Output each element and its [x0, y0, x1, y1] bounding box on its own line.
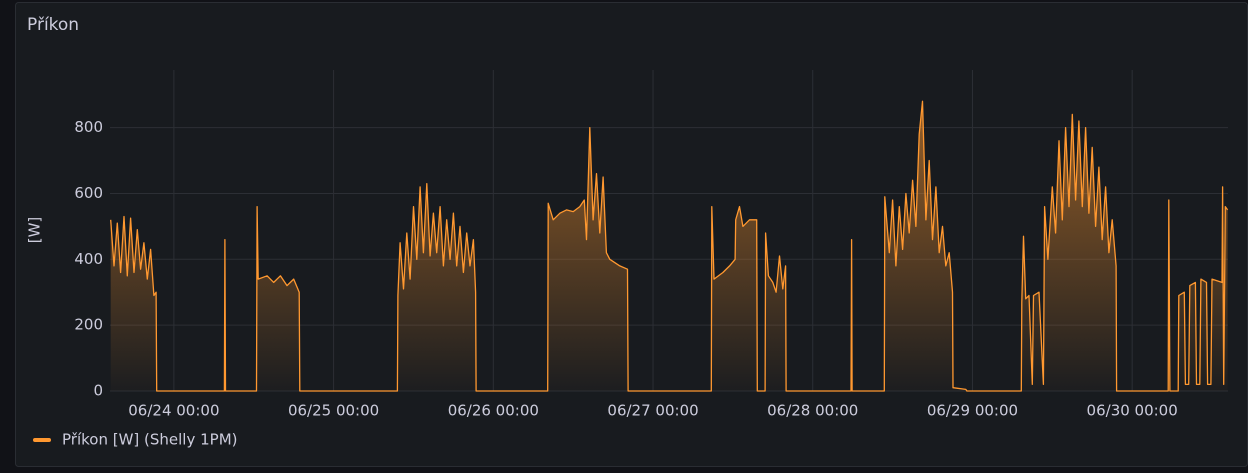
x-tick-label: 06/29 00:00	[927, 402, 1018, 420]
y-axis-label: [W]	[26, 217, 44, 244]
x-tick-label: 06/26 00:00	[448, 402, 539, 420]
x-tick-label: 06/28 00:00	[767, 402, 858, 420]
x-tick-label: 06/24 00:00	[128, 402, 219, 420]
y-tick-label: 800	[74, 118, 103, 136]
y-tick-label: 600	[74, 184, 103, 202]
legend-swatch	[33, 438, 51, 442]
y-tick-label: 0	[93, 382, 103, 400]
legend-label: Příkon [W] (Shelly 1PM)	[62, 431, 238, 449]
y-tick-label: 400	[74, 250, 103, 268]
area	[110, 101, 1228, 392]
y-tick-label: 200	[74, 316, 103, 334]
line	[110, 100, 1229, 392]
x-tick-label: 06/27 00:00	[607, 402, 698, 420]
panel-title: Příkon	[27, 15, 79, 35]
x-tick-label: 06/25 00:00	[288, 402, 379, 420]
x-tick-label: 06/30 00:00	[1087, 402, 1178, 420]
